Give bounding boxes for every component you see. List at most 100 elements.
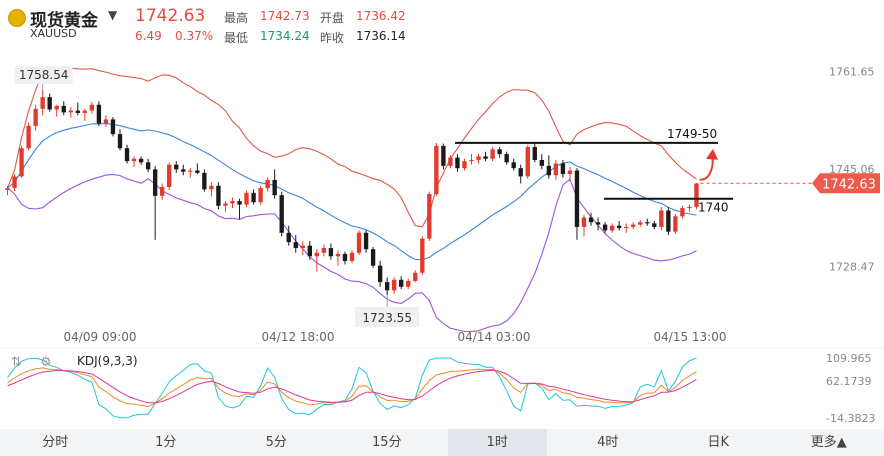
arrow-head-icon <box>706 148 718 160</box>
candle-body <box>314 252 320 257</box>
candle-body <box>588 217 594 223</box>
candle-body <box>427 194 432 239</box>
bollinger-upper-line <box>6 67 697 228</box>
x-tick-label: 04/12 18:00 <box>262 330 335 344</box>
candle-body <box>68 110 73 113</box>
candle-body <box>560 163 566 175</box>
tab-timeframe[interactable]: 分时 <box>42 435 69 450</box>
candle-body <box>307 245 312 257</box>
candle-body <box>223 203 228 206</box>
candle-body <box>237 201 242 205</box>
candle-body <box>117 134 123 149</box>
candle-body <box>181 169 186 172</box>
candle-body <box>553 163 559 176</box>
current-price-label: 1742.63 <box>822 177 876 192</box>
candle-body <box>441 145 446 166</box>
candle-body <box>300 245 305 249</box>
tab-timeframe[interactable]: 15分 <box>371 435 402 450</box>
y-tick-label: 1728.47 <box>829 260 875 273</box>
candle-body <box>216 185 221 206</box>
candle-body <box>504 154 509 163</box>
low-value: 1734.24 <box>260 29 310 43</box>
tab-timeframe[interactable]: 日K <box>707 435 730 450</box>
chevron-down-icon[interactable]: ▼ <box>108 8 118 22</box>
candle-body <box>33 108 38 126</box>
candle-body <box>574 170 580 227</box>
candle-body <box>279 195 284 233</box>
open-value: 1736.42 <box>356 9 406 23</box>
tab-timeframe[interactable]: 5分 <box>265 435 287 450</box>
candle-body <box>694 183 699 207</box>
candle-body <box>413 272 418 281</box>
candle-body <box>47 97 52 110</box>
candle-body <box>5 188 10 190</box>
candle-body <box>392 279 397 291</box>
gear-icon[interactable]: ⚙ <box>40 355 52 370</box>
candle-body <box>61 105 66 113</box>
candle-body <box>293 242 298 249</box>
timeframe-tabs: 分时 1分 5分 15分 1时 4时 日K 更多▲ <box>0 429 884 456</box>
candle-body <box>616 225 622 229</box>
tab-timeframe[interactable]: 1时 <box>448 429 547 456</box>
candle-body <box>525 147 530 177</box>
candle-body <box>476 156 481 160</box>
instrument-name[interactable]: 现货黄金 <box>30 11 98 31</box>
tab-timeframe[interactable]: 更多▲ <box>810 435 847 450</box>
kdj-y-tick-label: 62.1739 <box>826 375 872 388</box>
candle-body <box>124 148 130 162</box>
candle-body <box>399 279 404 287</box>
candle-body <box>265 179 270 189</box>
candle-body <box>363 232 369 250</box>
candle-body <box>497 149 502 155</box>
candle-body <box>384 282 390 291</box>
candle-body <box>448 157 453 166</box>
candle-body <box>328 248 334 257</box>
candle-body <box>195 170 200 173</box>
candle-body <box>434 145 439 195</box>
candle-body <box>145 162 151 170</box>
resistance-label: 1749-50 <box>667 127 717 141</box>
candlestick-chart[interactable]: 1758.54 1723.55 1749-50 1740 1742.63 1761.65… <box>0 0 884 430</box>
candle-body <box>321 248 327 253</box>
candle-body <box>652 223 657 227</box>
current-price-tag <box>812 173 880 194</box>
low-marker-label: 1723.55 <box>362 311 412 325</box>
candle-body <box>680 208 685 217</box>
quote-header: 现货黄金 ▼ 1742.63 XAUUSD 6.49 0.37% 最高 1742… <box>0 0 884 46</box>
candle-body <box>666 210 671 232</box>
bollinger-lower-line <box>7 173 697 333</box>
prev-close-value: 1736.14 <box>356 29 406 43</box>
tab-timeframe[interactable]: 1分 <box>155 435 177 450</box>
high-marker-label: 1758.54 <box>19 68 69 82</box>
candle-body <box>645 222 650 224</box>
candle-body <box>631 224 636 227</box>
candle-body <box>230 201 235 204</box>
candle-body <box>202 172 207 190</box>
candle-body <box>532 147 537 160</box>
candle-body <box>167 164 172 187</box>
kdj-settings-icon[interactable]: ⇅ <box>11 355 22 370</box>
candle-body <box>602 224 608 231</box>
kdj-label: KDJ(9,3,3) <box>77 354 138 368</box>
candle-body <box>110 119 116 135</box>
candle-body <box>96 104 102 124</box>
low-label: 最低 <box>224 31 249 45</box>
candle-body <box>335 253 341 257</box>
low-marker-box <box>355 307 420 328</box>
candle-body <box>160 186 165 196</box>
candle-body <box>483 156 488 159</box>
candle-body <box>26 125 31 149</box>
candle-body <box>406 280 411 287</box>
high-value: 1742.73 <box>260 9 310 23</box>
kdj-y-tick-label: -14.3823 <box>826 412 875 425</box>
candle-body <box>272 179 277 196</box>
last-price: 1742.63 <box>135 6 206 26</box>
candle-body <box>420 238 425 273</box>
kdj-y-tick-label: 109.965 <box>826 352 872 365</box>
tab-timeframe[interactable]: 4时 <box>597 435 619 450</box>
candle-body <box>89 104 95 111</box>
candle-body <box>103 119 109 124</box>
candle-body <box>462 161 467 169</box>
price-change-percent: 0.37% <box>175 29 214 43</box>
candle-body <box>609 225 615 231</box>
